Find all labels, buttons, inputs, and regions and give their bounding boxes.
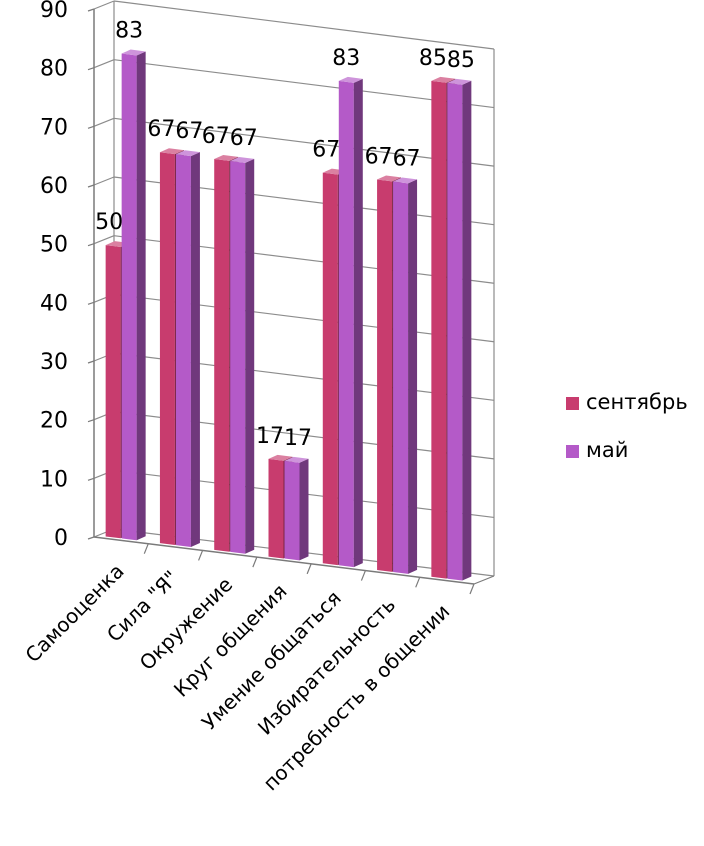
bar-top [214,155,239,161]
bar-top [121,49,146,56]
gridline-side [93,59,115,69]
bar-top [393,177,418,184]
x-tick-label: Самооценка [20,559,128,667]
gridline-side [93,235,115,245]
bar-top [159,148,184,155]
floor-right-edge [473,575,495,585]
y-tick-mark [87,67,95,71]
y-tick-label: 90 [40,0,68,23]
data-label: 83 [115,19,143,44]
x-axis-line [93,536,475,585]
gridline-side [93,117,115,127]
y-tick-label: 50 [40,233,68,258]
y-axis: 0 10 20 30 40 50 60 70 80 90 [40,0,95,551]
bars [105,49,472,581]
bar-side [299,458,309,561]
bar [284,460,300,561]
data-label: 50 [95,210,123,235]
bar-top [175,150,200,157]
gridline [113,59,495,109]
bar [159,152,175,546]
gridline-side [93,176,115,186]
y-tick-label: 0 [54,526,68,551]
data-label: 67 [312,138,340,163]
x-tick-mark [143,543,149,554]
y-tick-label: 30 [40,350,68,375]
y-tick-mark [87,184,95,188]
bar [230,161,246,554]
y-tick-label: 40 [40,291,68,316]
y-tick-label: 20 [40,409,68,434]
bar-top [268,454,293,461]
bar [268,458,284,559]
y-tick-mark [87,243,95,247]
data-label: 85 [447,48,475,73]
legend: сентябрь май [566,390,688,462]
y-tick-label: 10 [40,467,68,492]
bar [447,82,463,581]
y-tick-mark [87,477,95,481]
y-tick-label: 60 [40,174,68,199]
bar-top [377,175,402,182]
bar-top [431,76,456,83]
bar [377,179,393,572]
bar-side [190,152,200,547]
bar-side [353,78,363,568]
data-label: 17 [284,426,312,451]
bar [431,80,447,579]
legend-swatch [566,445,579,458]
bar-side [462,80,472,581]
bar [175,154,191,547]
y-tick-label: 80 [40,57,68,82]
gridline-side [93,0,115,10]
y-tick-mark [87,8,95,12]
bar-top [230,157,255,163]
bar [121,53,137,541]
y-tick-mark [87,360,95,364]
bar-top [338,76,363,83]
bar [322,172,338,566]
x-tick-mark [198,550,204,561]
y-tick-label: 70 [40,115,68,140]
legend-label: май [586,438,628,462]
x-tick-mark [469,583,475,595]
gridline [113,117,495,167]
x-tick-mark [252,556,258,568]
y-tick-mark [87,301,95,305]
legend-label: сентябрь [586,390,688,414]
bar-side [245,158,255,554]
x-tick-mark [360,570,366,581]
data-label: 67 [230,126,258,151]
x-tick-mark [415,577,421,588]
x-tick-mark [306,563,312,575]
bar-side [136,51,146,541]
data-label: 67 [393,147,421,172]
bar [338,80,354,568]
y-tick-mark [87,419,95,423]
data-label: 17 [256,424,284,449]
bar-top [284,456,309,463]
bar-top [447,78,472,85]
bar-side [408,179,418,574]
legend-swatch [566,397,579,410]
gridline [113,0,495,50]
bar [105,245,121,539]
data-label: 67 [147,117,175,142]
data-label: 67 [202,124,230,149]
data-label: 67 [365,144,393,169]
y-tick-mark [87,536,95,540]
data-label: 67 [175,119,203,144]
bar [393,181,409,574]
y-tick-mark [87,125,95,129]
data-label: 85 [419,46,447,71]
bar [214,159,230,552]
data-label: 83 [332,46,360,71]
